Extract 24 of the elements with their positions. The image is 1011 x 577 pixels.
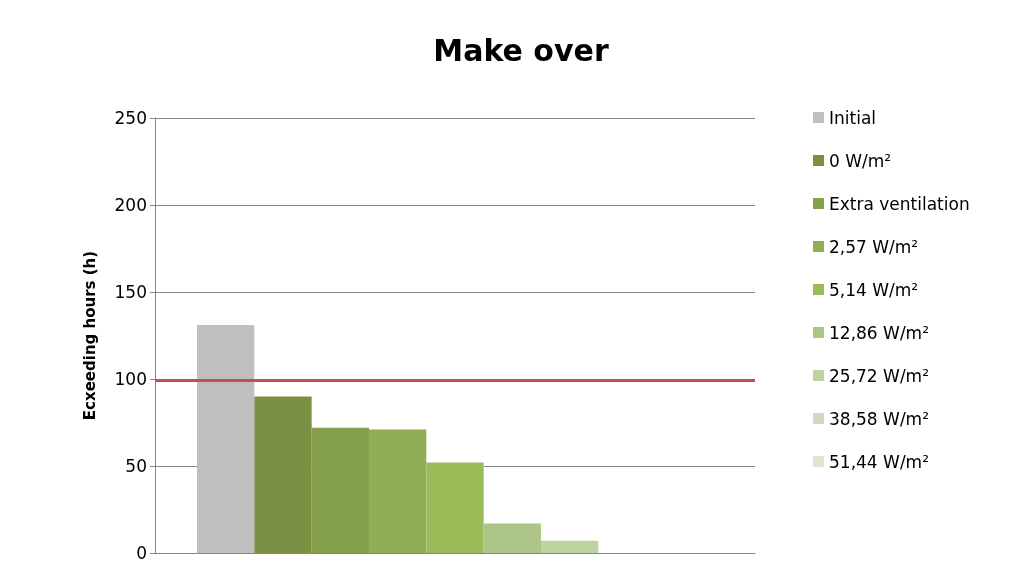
y-tick-label: 150 <box>114 282 147 302</box>
y-tick-label: 250 <box>114 108 147 128</box>
y-tick-label: 100 <box>114 369 147 389</box>
legend-label: 51,44 W/m² <box>829 451 929 472</box>
y-axis-title: Ecxeeding hours (h) <box>80 250 99 421</box>
legend-label: 25,72 W/m² <box>829 365 929 386</box>
y-tick-label: 200 <box>114 195 147 215</box>
legend-label: 0 W/m² <box>829 150 892 171</box>
bar <box>426 462 484 553</box>
legend-label: Initial <box>829 107 877 128</box>
bar <box>197 325 255 553</box>
bar <box>483 523 541 553</box>
bar <box>369 429 427 553</box>
y-tick-label: 50 <box>125 456 147 476</box>
bar <box>541 540 599 553</box>
chart-title: Make over <box>433 32 609 68</box>
bar <box>311 427 369 553</box>
legend-label: Extra ventilation <box>829 193 970 214</box>
legend-label: 5,14 W/m² <box>829 279 919 300</box>
legend-label: 38,58 W/m² <box>829 408 929 429</box>
y-tick-label: 0 <box>136 543 147 563</box>
legend-label: 2,57 W/m² <box>829 236 919 257</box>
bar <box>254 396 312 553</box>
legend-label: 12,86 W/m² <box>829 322 929 343</box>
